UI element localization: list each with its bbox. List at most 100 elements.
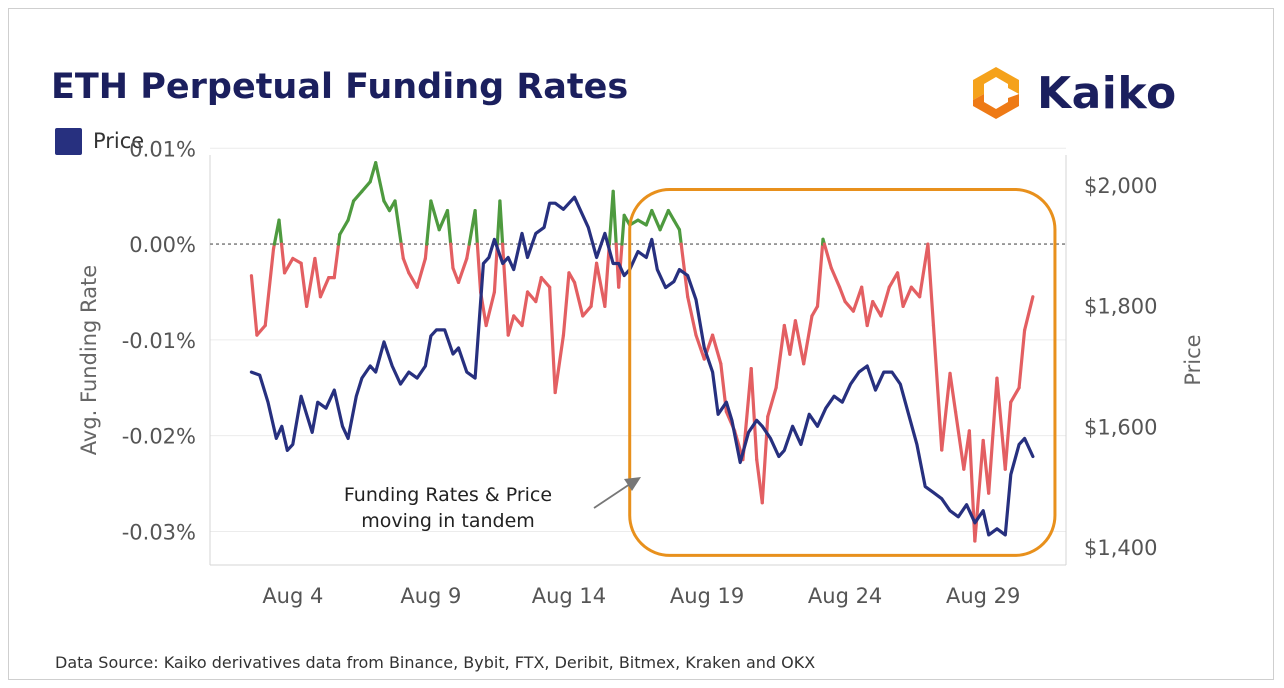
funding-segment-109 [901, 285, 913, 308]
funding-segment-54 [553, 333, 566, 395]
left-tick-label-4: -0.03% [122, 520, 196, 544]
funding-segment-0 [249, 274, 259, 337]
funding-segment-104 [865, 299, 875, 328]
funding-segment-60 [594, 261, 607, 308]
funding-segment-57 [572, 280, 585, 318]
left-tick-label-1: 0.00% [129, 233, 196, 257]
left-axis-ticks: 0.01% 0.00% -0.01% -0.02% -0.03% [122, 137, 196, 544]
funding-segment-58 [581, 304, 593, 318]
funding-segment-99 [829, 266, 842, 289]
funding-segment-76 [679, 242, 690, 299]
funding-segment-25 [399, 242, 405, 261]
data-source-note: Data Source: Kaiko derivatives data from… [55, 653, 816, 672]
funding-segment-31 [429, 199, 441, 232]
funding-segment-77 [686, 295, 698, 337]
right-axis-ticks: $2,000 $1,800 $1,600 $1,400 [1084, 174, 1157, 560]
legend-swatch-price [55, 127, 82, 155]
funding-segment-61 [603, 242, 611, 308]
legend-label-price: Price [93, 129, 145, 153]
funding-segment-119 [973, 438, 985, 543]
funding-segment-95 [815, 242, 825, 308]
funding-segment-30 [425, 199, 433, 246]
funding-segment-59 [589, 261, 599, 308]
x-tick-label-5: Aug 29 [946, 584, 1020, 608]
funding-segment-55 [561, 271, 571, 337]
funding-segment-102 [851, 285, 864, 313]
funding-segment-70 [644, 208, 654, 227]
funding-segment-49 [520, 290, 530, 328]
funding-segment-73 [666, 208, 676, 222]
funding-segment-37 [465, 242, 471, 261]
x-tick-label-3: Aug 19 [670, 584, 744, 608]
funding-segment-52 [539, 276, 552, 289]
funding-segment-36 [456, 256, 469, 285]
funding-segment-45 [498, 199, 505, 246]
funding-segment-32 [437, 208, 450, 232]
annotation-arrow-head [624, 477, 641, 491]
funding-segment-34 [449, 242, 455, 270]
funding-segment-29 [423, 242, 429, 261]
right-tick-label-1: $1,800 [1084, 295, 1157, 319]
right-tick-label-2: $1,600 [1084, 415, 1157, 439]
funding-segment-107 [887, 271, 900, 289]
funding-segment-26 [401, 256, 411, 275]
funding-segment-66 [620, 213, 626, 246]
funding-segment-43 [492, 242, 499, 294]
funding-segment-89 [774, 323, 786, 390]
funding-segment-121 [987, 376, 999, 495]
funding-segment-112 [926, 242, 936, 328]
funding-segment-110 [909, 285, 922, 299]
funding-segment-125 [1017, 328, 1027, 390]
funding-segment-2 [263, 247, 276, 328]
x-tick-label-2: Aug 14 [532, 584, 606, 608]
funding-segment-113 [931, 323, 944, 452]
funding-segment-74 [672, 218, 682, 232]
funding-segment-63 [611, 189, 618, 246]
funding-segment-118 [967, 429, 977, 543]
funding-segment-72 [658, 208, 670, 232]
left-axis-title: Avg. Funding Rate [77, 265, 101, 455]
funding-segment-12 [318, 276, 331, 299]
funding-segment-40 [475, 242, 483, 294]
funding-segment-11 [313, 256, 323, 299]
funding-segment-88 [766, 386, 778, 419]
x-tick-label-4: Aug 24 [808, 584, 882, 608]
funding-segment-98 [822, 242, 833, 270]
funding-segment-106 [879, 285, 891, 318]
funding-segment-28 [415, 256, 427, 289]
funding-segment-93 [802, 314, 814, 366]
chart-title: ETH Perpetual Funding Rates [51, 67, 629, 107]
funding-segment-111 [918, 242, 930, 299]
funding-segment-47 [506, 314, 516, 337]
chart-card: ETH Perpetual Funding Rates Price Kaiko … [8, 8, 1274, 680]
funding-segment-103 [860, 285, 869, 328]
left-tick-label-0: 0.01% [129, 137, 196, 161]
funding-segment-56 [567, 271, 577, 285]
funding-segment-19 [360, 180, 372, 194]
funding-segment-48 [512, 314, 524, 328]
funding-segment-33 [445, 208, 453, 246]
funding-segment-122 [995, 376, 1007, 471]
funding-segment-24 [393, 199, 403, 246]
x-tick-label-0: Aug 4 [262, 584, 323, 608]
kaiko-logo-text: Kaiko [1037, 67, 1177, 119]
funding-segment-39 [473, 208, 479, 246]
left-tick-label-3: -0.02% [122, 425, 196, 449]
funding-segment-6 [279, 242, 287, 275]
funding-segment-80 [710, 333, 723, 366]
funding-segment-10 [305, 256, 317, 308]
funding-segment-124 [1009, 386, 1021, 404]
funding-segment-35 [451, 266, 461, 285]
legend[interactable]: Price [55, 127, 144, 155]
funding-segment-101 [843, 299, 855, 313]
kaiko-logo-icon [973, 67, 1019, 119]
kaiko-logo: Kaiko [967, 65, 1177, 121]
right-tick-label-0: $2,000 [1084, 174, 1157, 198]
funding-segment-14 [332, 242, 341, 280]
right-axis-title: Price [1181, 334, 1205, 385]
funding-segment-21 [374, 161, 386, 203]
funding-segment-46 [500, 242, 510, 337]
funding-segment-78 [694, 333, 706, 361]
grid-lines [210, 147, 1066, 532]
